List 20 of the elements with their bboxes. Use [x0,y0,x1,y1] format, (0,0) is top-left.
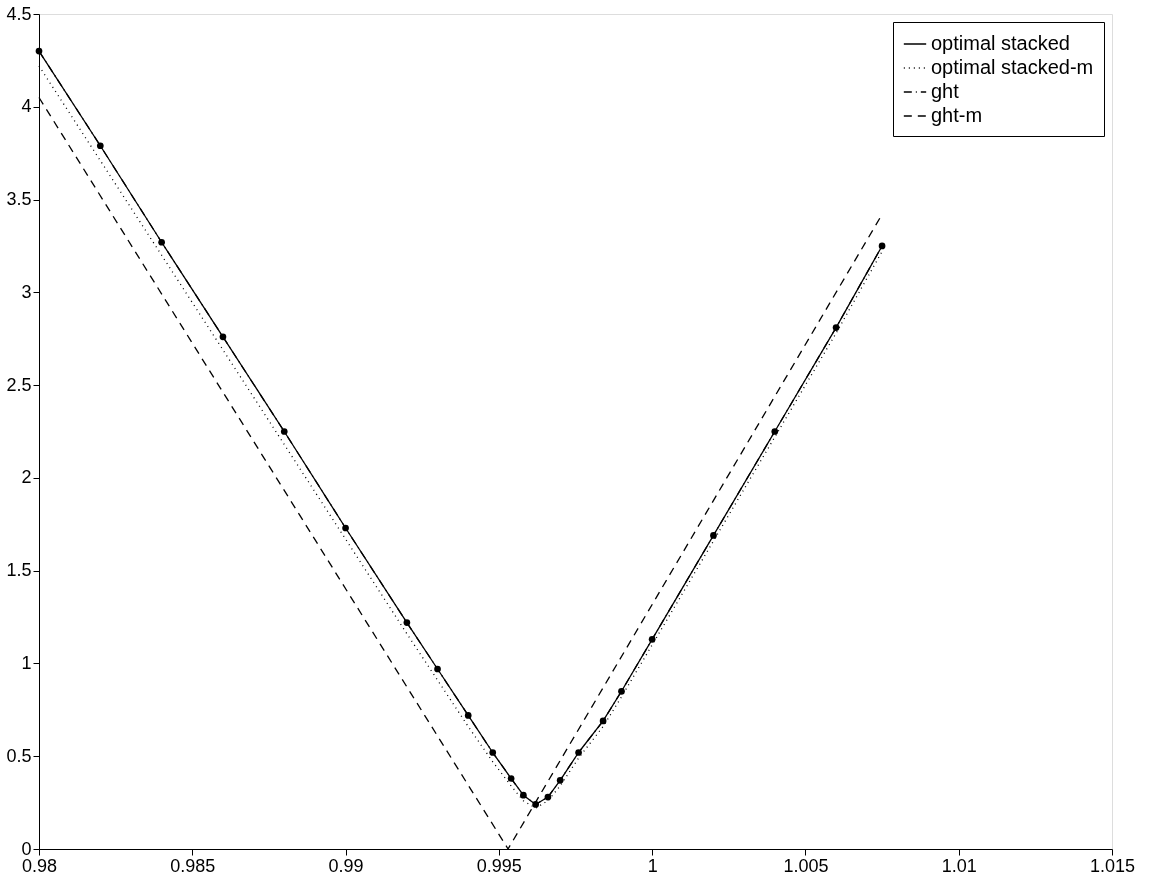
x-tick-label: 0.99 [328,855,364,876]
y-tick-label: 2 [21,467,32,488]
y-tick-label: 1.5 [6,560,32,581]
x-tick-label: 0.995 [476,855,522,876]
y-tick-label: 1 [21,652,32,673]
y-tick-label: 4.5 [6,3,32,24]
y-tick-label: 3 [21,281,32,302]
legend-label: ght [931,80,960,102]
y-tick-label: 4 [21,96,32,117]
legend-label: ght-m [931,104,983,126]
x-tick-label: 1.005 [783,855,829,876]
x-tick-label: 1.01 [941,855,977,876]
x-tick-label: 1.015 [1089,855,1136,876]
legend-label: optimal stacked-m [931,56,1094,78]
y-tick-label: 2.5 [6,374,32,395]
x-tick-label: 0.985 [170,855,216,876]
y-tick-label: 0.5 [6,745,32,766]
y-tick-label: 3.5 [6,189,32,210]
legend-label: optimal stacked [931,32,1070,54]
x-tick-label: 1 [647,855,658,876]
